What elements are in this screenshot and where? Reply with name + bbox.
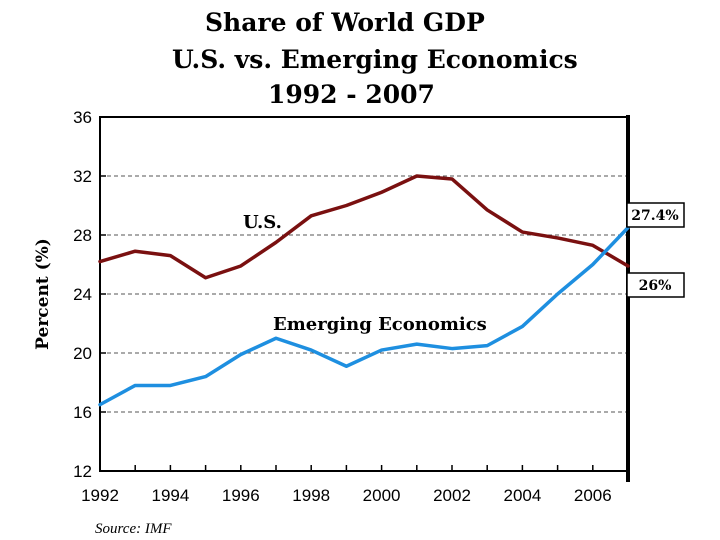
callout-us: 26% — [626, 272, 685, 298]
series-label-us: U.S. — [243, 212, 282, 233]
x-axis: 1992 1994 1996 1998 2000 2002 2004 2006 — [81, 465, 629, 505]
chart-title-line-3: 1992 - 2007 — [268, 80, 435, 109]
x-tick-label: 2000 — [363, 486, 401, 505]
callout-value-us: 26% — [639, 278, 672, 294]
y-axis: 12 16 20 24 28 32 36 — [73, 108, 106, 481]
callout-value-emerging: 27.4% — [631, 208, 678, 224]
x-tick-label: 1998 — [292, 486, 330, 505]
y-tick-label: 28 — [73, 226, 92, 245]
y-tick-label: 20 — [73, 344, 92, 363]
x-tick-label: 2004 — [503, 486, 541, 505]
chart-title-line-2: U.S. vs. Emerging Economics — [172, 45, 578, 74]
series-line-us — [98, 174, 630, 280]
y-tick-label: 24 — [73, 285, 92, 304]
series-line-emerging — [98, 225, 630, 407]
y-tick-label: 16 — [73, 403, 92, 422]
x-tick-label: 2006 — [574, 486, 612, 505]
y-tick-label: 12 — [73, 462, 92, 481]
source-note: Source: IMF — [95, 521, 172, 537]
x-tick-label: 1992 — [81, 486, 119, 505]
x-tick-label: 1996 — [222, 486, 260, 505]
y-axis-label: Percent (%) — [33, 238, 53, 350]
y-tick-label: 32 — [73, 167, 92, 186]
chart-title-line-1: Share of World GDP — [205, 8, 485, 37]
series-lines — [98, 174, 630, 407]
gridlines — [100, 175, 628, 413]
x-tick-label: 2002 — [433, 486, 471, 505]
callout-box-emerging — [626, 202, 685, 228]
x-tick-label: 1994 — [151, 486, 189, 505]
callout-emerging: 27.4% — [626, 202, 685, 228]
callout-box-us — [626, 272, 685, 298]
y-tick-label: 36 — [73, 108, 92, 127]
series-label-emerging: Emerging Economics — [273, 314, 487, 335]
